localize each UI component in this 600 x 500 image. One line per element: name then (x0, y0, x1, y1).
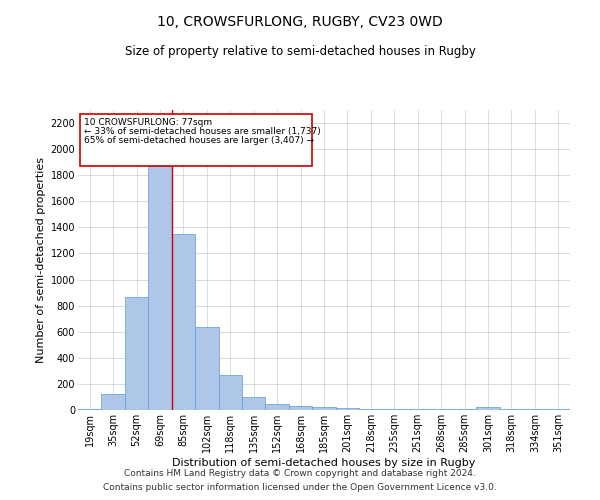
Bar (289, 406, 312, 410)
X-axis label: Distribution of semi-detached houses by size in Rugby: Distribution of semi-detached houses by … (172, 458, 476, 468)
Bar (80, 114, 312, 166)
Text: 65% of semi-detached houses are larger (3,407) →: 65% of semi-detached houses are larger (… (84, 136, 314, 145)
Bar (359, 408, 383, 410)
Text: Contains public sector information licensed under the Open Government Licence v3: Contains public sector information licen… (103, 484, 497, 492)
Bar (195, 326, 218, 410)
Bar (101, 394, 125, 410)
Text: Size of property relative to semi-detached houses in Rugby: Size of property relative to semi-detach… (125, 45, 475, 58)
Bar (500, 408, 523, 410)
Bar (148, 166, 172, 410)
Text: 10, CROWSFURLONG, RUGBY, CV23 0WD: 10, CROWSFURLONG, RUGBY, CV23 0WD (157, 15, 443, 29)
Bar (430, 408, 453, 410)
Y-axis label: Number of semi-detached properties: Number of semi-detached properties (37, 157, 46, 363)
Bar (312, 408, 336, 410)
Bar (218, 375, 242, 410)
Bar (172, 234, 195, 410)
Bar (406, 408, 430, 410)
Bar (125, 296, 148, 410)
Bar (78, 408, 101, 410)
Bar (476, 406, 500, 410)
Bar (453, 408, 476, 410)
Bar (265, 404, 289, 410)
Text: ← 33% of semi-detached houses are smaller (1,737): ← 33% of semi-detached houses are smalle… (84, 127, 320, 136)
Bar (336, 408, 359, 410)
Bar (383, 408, 406, 410)
Bar (242, 397, 265, 410)
Text: Contains HM Land Registry data © Crown copyright and database right 2024.: Contains HM Land Registry data © Crown c… (124, 468, 476, 477)
Text: 10 CROWSFURLONG: 77sqm: 10 CROWSFURLONG: 77sqm (84, 118, 212, 127)
